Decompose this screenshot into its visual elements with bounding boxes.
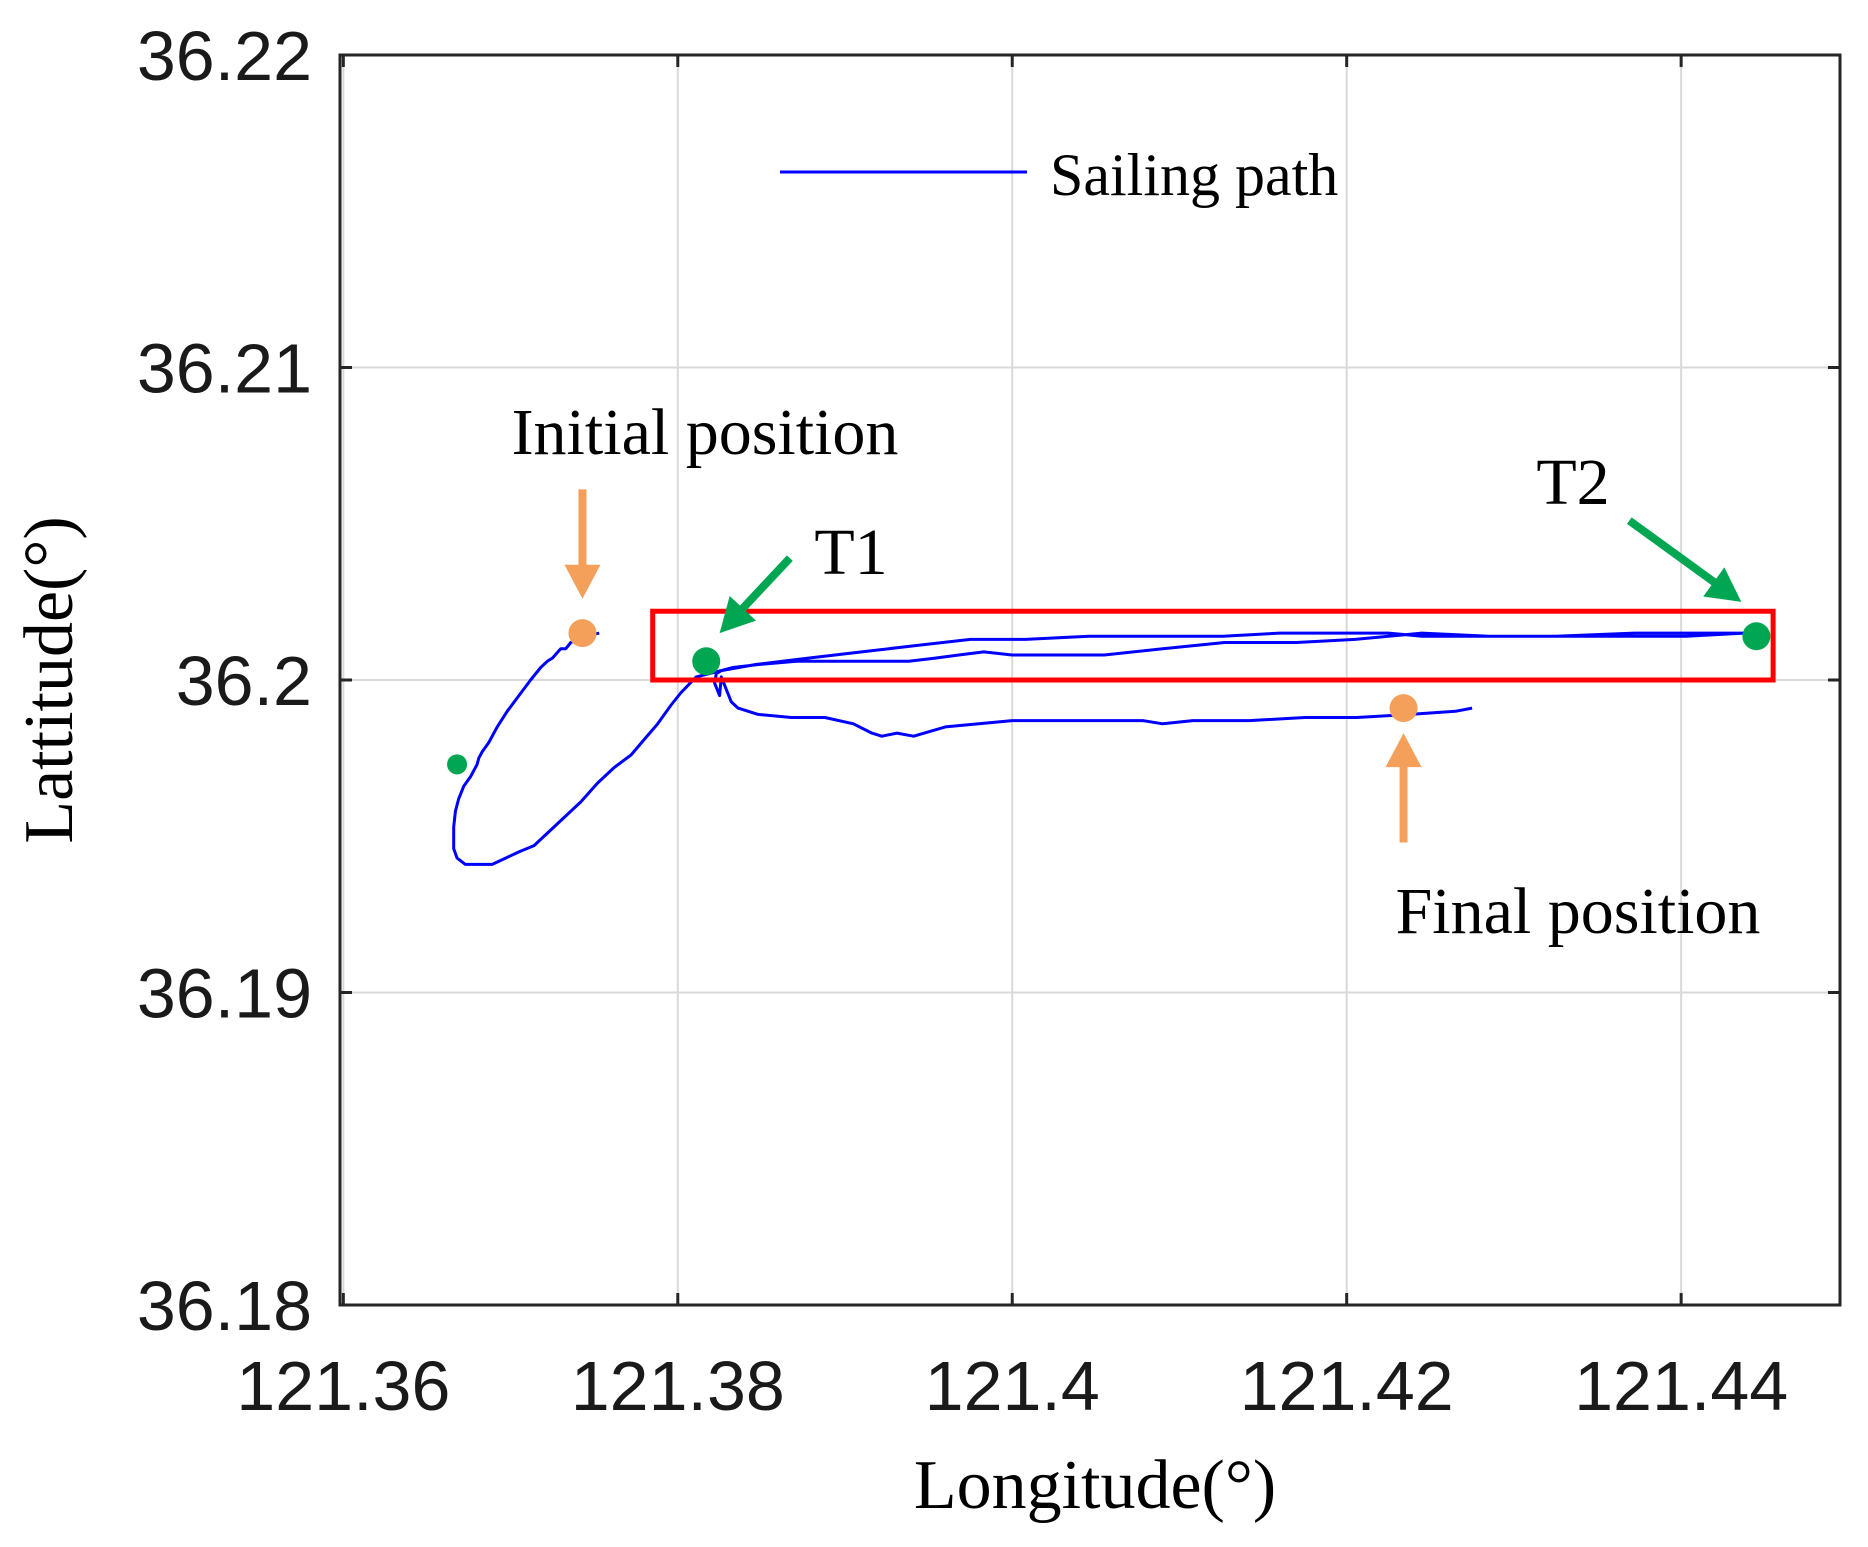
- y-axis-title: Lattitude(°): [11, 516, 88, 843]
- highlight-box-layer: [650, 608, 1776, 683]
- x-tick-label: 121.4: [925, 1347, 1100, 1425]
- x-tick-label: 121.36: [236, 1347, 450, 1425]
- x-tick-label: 121.42: [1240, 1347, 1454, 1425]
- initial-position-label: Initial position: [512, 396, 899, 469]
- final-position-label: Final position: [1396, 875, 1761, 948]
- t1-arrow-shaft: [737, 555, 793, 614]
- annotation-layer: Initial position Final position T1 T2: [512, 396, 1761, 948]
- y-tick-label: 36.2: [176, 642, 312, 720]
- x-tick-label: 121.38: [571, 1347, 785, 1425]
- axes-frame-layer: [338, 53, 1842, 1307]
- y-tick-label: 36.18: [137, 1267, 312, 1345]
- t2-point: [1742, 622, 1771, 651]
- x-tick-label: 121.44: [1574, 1347, 1788, 1425]
- highlight-box: [650, 608, 1776, 683]
- legend-label-sailing-path: Sailing path: [1050, 142, 1338, 208]
- y-tick-label: 36.21: [137, 330, 312, 408]
- sailing-path-layer: [452, 631, 1747, 866]
- t2-arrow-shaft: [1626, 517, 1720, 588]
- t2-arrow-head: [1703, 567, 1742, 602]
- initial-position-arrow-head: [564, 564, 601, 599]
- legend: Sailing path: [780, 142, 1338, 208]
- t2-label: T2: [1536, 446, 1609, 519]
- initial-position-arrow: [564, 489, 601, 599]
- tick-label-layer: 121.36 121.38 121.4 121.42 121.44 36.18 36.19 3…: [137, 17, 1788, 1425]
- small-green-point: [447, 754, 468, 775]
- x-axis-title: Longitude(°): [914, 1447, 1276, 1524]
- y-tick-label: 36.19: [137, 955, 312, 1033]
- t2-arrow: [1626, 517, 1742, 602]
- initial-position-point: [568, 619, 597, 648]
- t1-label: T1: [814, 516, 887, 589]
- marker-layer: [447, 619, 1771, 775]
- series-line-sailing-path: [452, 631, 1747, 866]
- t1-arrow-head: [719, 596, 756, 634]
- final-position-arrow: [1385, 733, 1422, 843]
- t1-arrow: [719, 555, 793, 634]
- final-position-point: [1389, 694, 1418, 723]
- arrow-layer: [564, 489, 1742, 843]
- y-tick-label: 36.22: [137, 17, 312, 95]
- t1-point: [692, 647, 721, 676]
- final-position-arrow-head: [1385, 733, 1422, 768]
